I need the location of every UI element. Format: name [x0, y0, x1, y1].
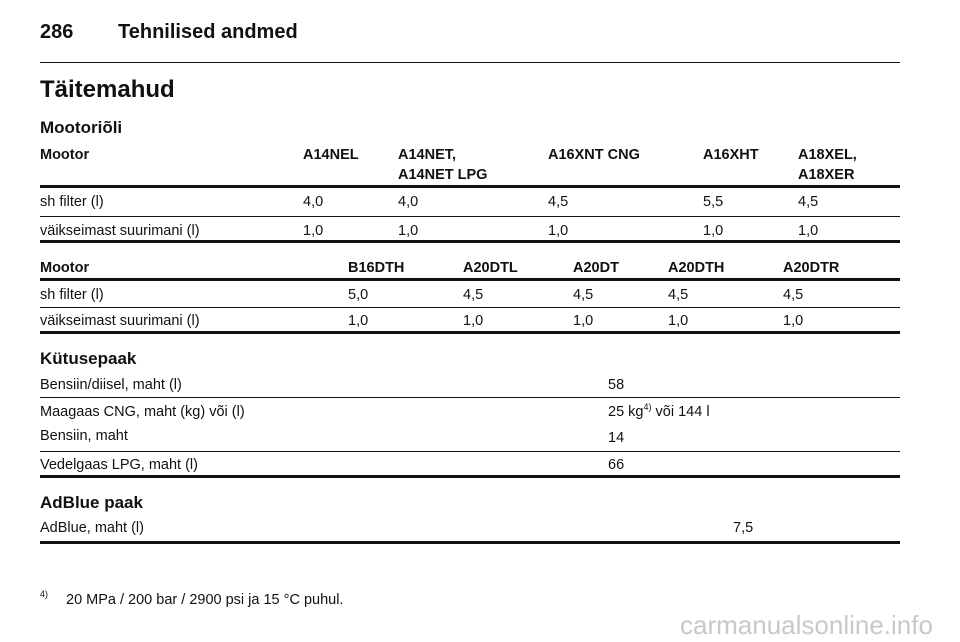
cell: 4,5 [548, 194, 569, 210]
cell: 1,0 [703, 223, 724, 239]
watermark: carmanualsonline.info [680, 610, 933, 640]
cell: 1,0 [548, 223, 569, 239]
footnote: 20 MPa / 200 bar / 2900 psi ja 15 °C puh… [66, 592, 344, 608]
cell: sh filter (l) [40, 194, 104, 210]
th: A20DTH [668, 260, 725, 276]
cell: 4,5 [668, 287, 689, 303]
page-number: 286 [40, 21, 74, 43]
cell: 1,0 [398, 223, 419, 239]
rule [40, 307, 900, 308]
rule [40, 185, 900, 188]
rule [40, 62, 900, 63]
rule [40, 397, 900, 398]
footnote-mark: 4) [40, 589, 49, 599]
th: A20DTR [783, 260, 840, 276]
cell: 1,0 [303, 223, 324, 239]
text: või 144 l [651, 404, 710, 420]
cell: 25 kg4) või 144 l [608, 402, 710, 420]
th: A20DTL [463, 260, 518, 276]
subsection-title: Kütusepaak [40, 349, 137, 368]
th: Mootor [40, 260, 90, 276]
cell: 4,5 [798, 194, 819, 210]
cell: AdBlue, maht (l) [40, 520, 144, 536]
th: A20DT [573, 260, 619, 276]
cell: 1,0 [463, 313, 484, 329]
th: A14NET LPG [398, 167, 488, 183]
rule [40, 451, 900, 452]
th: A18XER [798, 167, 855, 183]
rule [40, 541, 900, 544]
cell: 4,5 [573, 287, 594, 303]
cell: 1,0 [573, 313, 594, 329]
rule [40, 475, 900, 478]
rule [40, 331, 900, 334]
th: A18XEL, [798, 147, 857, 163]
page-header: Tehnilised andmed [118, 21, 298, 43]
cell: Bensiin, maht [40, 428, 128, 444]
cell: 58 [608, 377, 625, 393]
cell: 1,0 [348, 313, 369, 329]
cell: 4,0 [398, 194, 419, 210]
subsection-title: AdBlue paak [40, 493, 143, 512]
th: Mootor [40, 147, 90, 163]
th: A14NET, [398, 147, 457, 163]
cell: 4,0 [303, 194, 324, 210]
subsection-title: Mootoriõli [40, 118, 123, 137]
text: 25 kg [608, 404, 644, 420]
th: B16DTH [348, 260, 405, 276]
cell: Vedelgaas LPG, maht (l) [40, 457, 198, 473]
rule [40, 278, 900, 281]
cell: 5,0 [348, 287, 369, 303]
cell: sh filter (l) [40, 287, 104, 303]
cell: 1,0 [783, 313, 804, 329]
cell: 4,5 [463, 287, 484, 303]
th: A14NEL [303, 147, 359, 163]
cell: 1,0 [668, 313, 689, 329]
cell: 1,0 [798, 223, 819, 239]
cell: 14 [608, 430, 625, 446]
cell: 5,5 [703, 194, 724, 210]
cell: 66 [608, 457, 625, 473]
footnote-ref: 4) [643, 402, 652, 412]
section-title: Täitemahud [40, 76, 175, 103]
cell: väikseimast suurimani (l) [40, 313, 200, 329]
rule [40, 240, 900, 243]
cell: 7,5 [733, 520, 754, 536]
rule [40, 216, 900, 217]
cell: Bensiin/diisel, maht (l) [40, 377, 182, 393]
cell: väikseimast suurimani (l) [40, 223, 200, 239]
th: A16XNT CNG [548, 147, 640, 163]
th: A16XHT [703, 147, 759, 163]
cell: 4,5 [783, 287, 804, 303]
cell: Maagaas CNG, maht (kg) või (l) [40, 404, 245, 420]
